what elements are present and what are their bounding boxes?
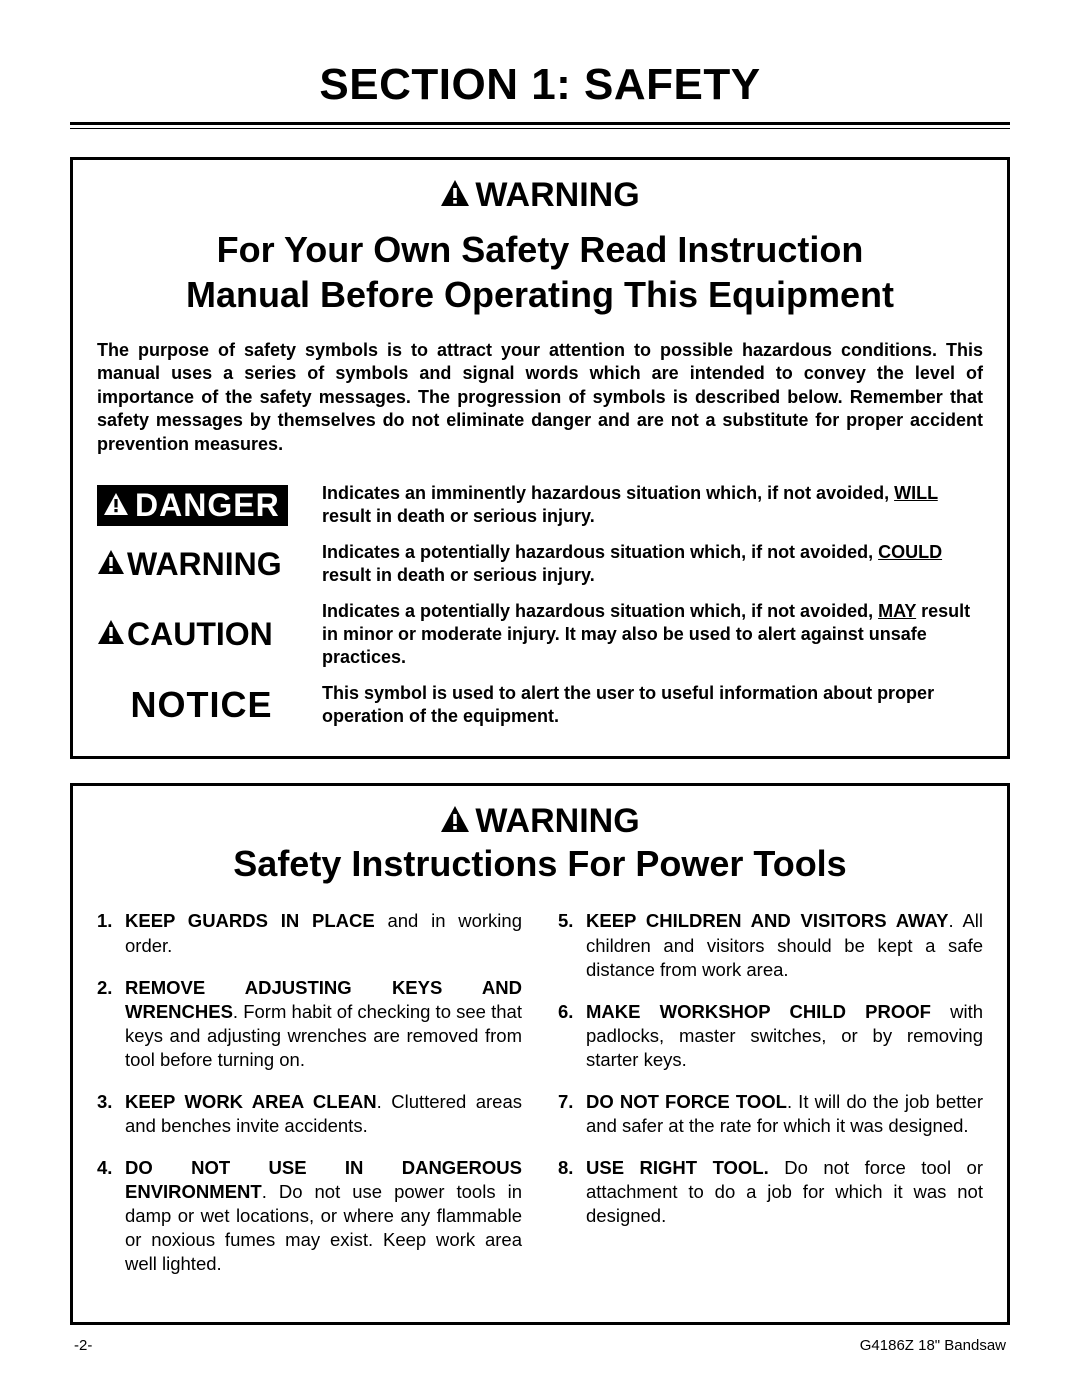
safety-list-item: 4.DO NOT USE IN DANGEROUS ENVIRONMENT. D… [97,1156,522,1276]
symbol-row-notice: NOTICE This symbol is used to alert the … [97,676,983,735]
safety-list-item: 2.REMOVE ADJUSTING KEYS AND WRENCHES. Fo… [97,976,522,1072]
item-lead: USE RIGHT TOOL. [586,1157,769,1178]
subheading-line1: For Your Own Safety Read Instruction [217,229,864,270]
safety-list-item: 6.MAKE WORKSHOP CHILD PROOF with padlock… [558,1000,983,1072]
safety-list-item: 1.KEEP GUARDS IN PLACE and in working or… [97,909,522,957]
instructions-subheading: Safety Instructions For Power Tools [97,843,983,885]
item-number: 7. [558,1090,573,1114]
warning-description: Indicates a potentially hazardous situat… [322,535,983,594]
section-title: SECTION 1: SAFETY [70,60,1010,110]
alert-triangle-icon [97,546,125,583]
symbol-row-caution: CAUTION Indicates a potentially hazardou… [97,594,983,676]
warning-word: WARNING [475,802,639,840]
symbol-row-warning: WARNING Indicates a potentially hazardou… [97,535,983,594]
safety-list-item: 8.USE RIGHT TOOL. Do not force tool or a… [558,1156,983,1228]
section-rule [70,122,1010,129]
safety-list-item: 5.KEEP CHILDREN AND VISITORS AWAY. All c… [558,909,983,981]
notice-label: NOTICE [97,684,306,726]
alert-triangle-icon [440,805,470,833]
item-lead: KEEP GUARDS IN PLACE [125,910,375,931]
alert-triangle-icon [103,487,129,524]
main-subheading: For Your Own Safety Read Instruction Man… [97,227,983,317]
safety-list-left: 1.KEEP GUARDS IN PLACE and in working or… [97,909,522,1276]
caution-label: CAUTION [97,616,306,653]
warning-word: WARNING [475,176,639,214]
instructions-columns: 1.KEEP GUARDS IN PLACE and in working or… [97,909,983,1294]
danger-description: Indicates an imminently hazardous situat… [322,476,983,535]
item-number: 5. [558,909,573,933]
warning-label: WARNING [97,546,306,583]
page-footer: -2- G4186Z 18" Bandsaw [70,1337,1010,1354]
safety-list-item: 7.DO NOT FORCE TOOL. It will do the job … [558,1090,983,1138]
warning-box-main: WARNING For Your Own Safety Read Instruc… [70,157,1010,759]
item-lead: DO NOT FORCE TOOL [586,1091,787,1112]
danger-badge: DANGER [97,485,288,526]
item-lead: KEEP WORK AREA CLEAN [125,1091,377,1112]
caution-description: Indicates a potentially hazardous situat… [322,594,983,676]
item-number: 6. [558,1000,573,1024]
danger-label: DANGER [135,487,280,524]
item-number: 4. [97,1156,112,1180]
item-number: 3. [97,1090,112,1114]
instructions-col-right: 5.KEEP CHILDREN AND VISITORS AWAY. All c… [558,909,983,1294]
alert-triangle-icon [97,616,125,653]
instructions-box: WARNING Safety Instructions For Power To… [70,783,1010,1325]
subheading-line2: Manual Before Operating This Equipment [186,274,894,315]
instructions-col-left: 1.KEEP GUARDS IN PLACE and in working or… [97,909,522,1294]
item-lead: MAKE WORKSHOP CHILD PROOF [586,1001,931,1022]
item-number: 2. [97,976,112,1000]
alert-triangle-icon [440,179,470,207]
safety-list-right: 5.KEEP CHILDREN AND VISITORS AWAY. All c… [558,909,983,1228]
warning-header: WARNING [97,176,983,215]
instructions-warning-header: WARNING [97,802,983,841]
item-number: 8. [558,1156,573,1180]
symbol-row-danger: DANGER Indicates an imminently hazardous… [97,476,983,535]
symbol-table: DANGER Indicates an imminently hazardous… [97,476,983,735]
footer-product: G4186Z 18" Bandsaw [860,1337,1006,1354]
item-number: 1. [97,909,112,933]
footer-page-number: -2- [74,1337,92,1354]
notice-description: This symbol is used to alert the user to… [322,676,983,735]
item-lead: KEEP CHILDREN AND VISITORS AWAY [586,910,948,931]
intro-paragraph: The purpose of safety symbols is to attr… [97,339,983,456]
safety-list-item: 3.KEEP WORK AREA CLEAN. Cluttered areas … [97,1090,522,1138]
